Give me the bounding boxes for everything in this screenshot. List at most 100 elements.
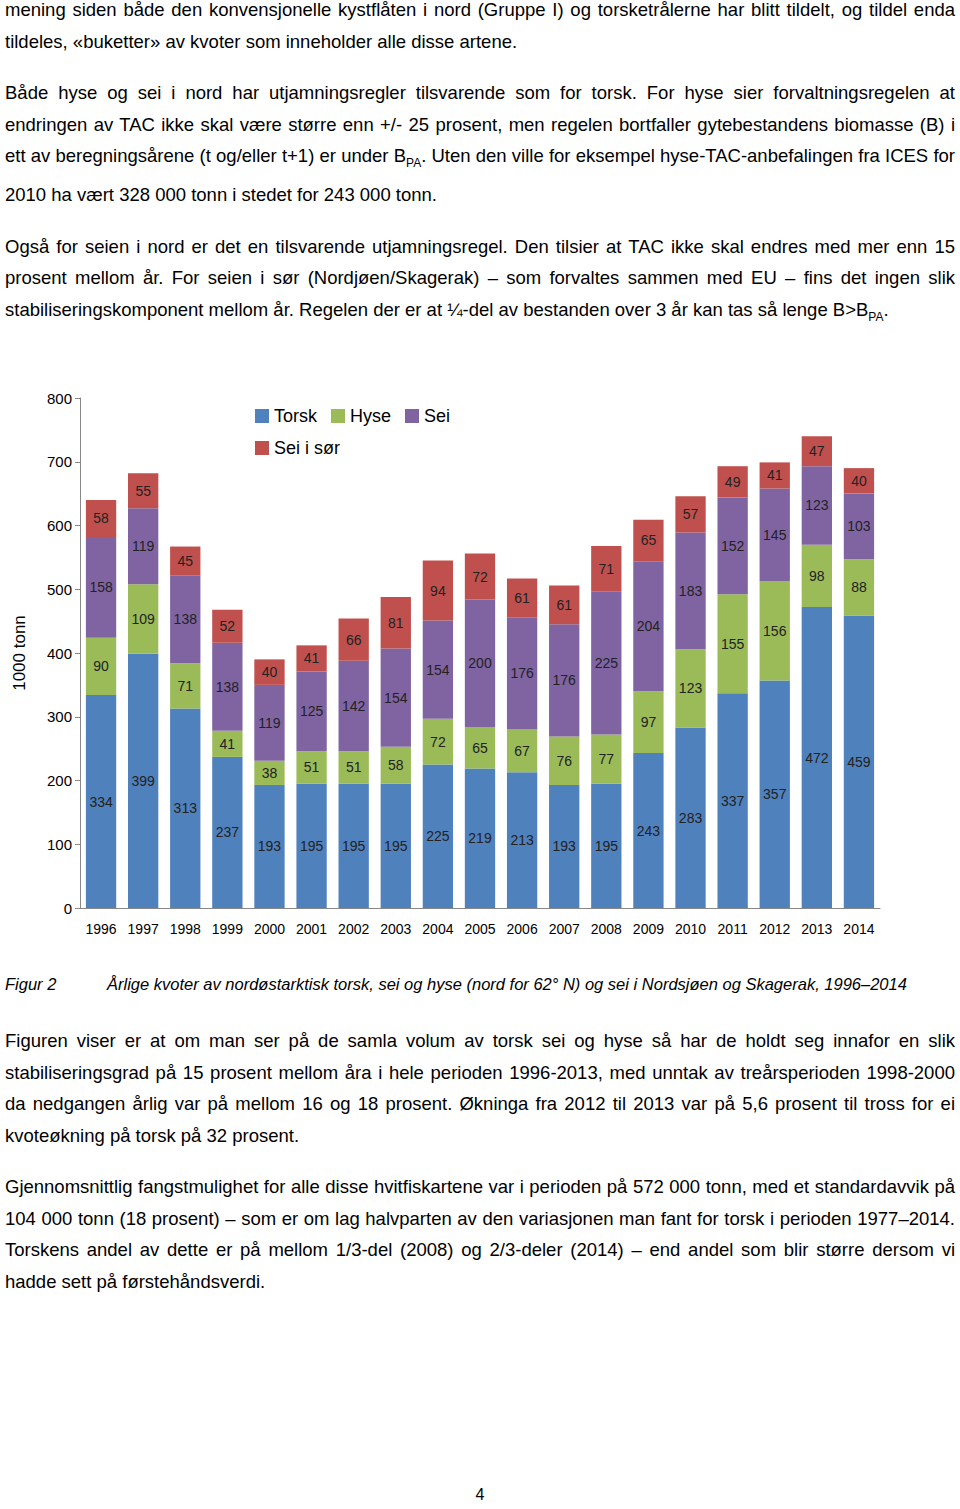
svg-text:2008: 2008 (591, 921, 622, 937)
svg-text:237: 237 (216, 824, 240, 840)
svg-text:2005: 2005 (464, 921, 495, 937)
svg-text:2000: 2000 (254, 921, 285, 937)
svg-text:Hyse: Hyse (350, 406, 391, 426)
svg-text:195: 195 (595, 838, 619, 854)
svg-text:459: 459 (847, 754, 871, 770)
svg-text:47: 47 (809, 443, 825, 459)
svg-text:38: 38 (262, 765, 278, 781)
svg-text:2010: 2010 (675, 921, 706, 937)
svg-text:109: 109 (131, 611, 155, 627)
svg-text:152: 152 (721, 538, 745, 554)
svg-text:119: 119 (258, 715, 281, 731)
svg-text:1997: 1997 (128, 921, 159, 937)
svg-text:52: 52 (220, 618, 236, 634)
svg-text:100: 100 (47, 836, 72, 853)
svg-text:51: 51 (346, 759, 362, 775)
svg-text:119: 119 (132, 538, 155, 554)
svg-text:40: 40 (262, 664, 278, 680)
svg-text:58: 58 (93, 510, 109, 526)
svg-text:72: 72 (430, 734, 446, 750)
svg-text:200: 200 (468, 655, 492, 671)
svg-text:2014: 2014 (843, 921, 874, 937)
svg-text:1998: 1998 (170, 921, 201, 937)
svg-text:156: 156 (763, 623, 787, 639)
svg-text:123: 123 (679, 680, 703, 696)
svg-text:81: 81 (388, 615, 404, 631)
svg-text:399: 399 (131, 773, 155, 789)
svg-text:58: 58 (388, 757, 404, 773)
svg-text:142: 142 (342, 698, 366, 714)
svg-text:204: 204 (637, 618, 661, 634)
svg-text:2001: 2001 (296, 921, 327, 937)
svg-text:154: 154 (426, 662, 450, 678)
svg-text:145: 145 (763, 527, 787, 543)
svg-text:97: 97 (641, 714, 657, 730)
svg-text:225: 225 (595, 655, 619, 671)
svg-text:71: 71 (177, 678, 193, 694)
svg-text:195: 195 (384, 838, 408, 854)
svg-text:2011: 2011 (718, 921, 748, 937)
svg-text:90: 90 (93, 658, 109, 674)
svg-text:138: 138 (174, 611, 198, 627)
svg-text:800: 800 (47, 390, 72, 407)
svg-text:472: 472 (805, 750, 829, 766)
svg-text:88: 88 (851, 579, 867, 595)
svg-text:2013: 2013 (801, 921, 832, 937)
svg-text:700: 700 (47, 453, 72, 470)
svg-text:154: 154 (384, 690, 408, 706)
svg-text:Sei i sør: Sei i sør (274, 438, 340, 458)
svg-text:41: 41 (767, 467, 783, 483)
svg-text:66: 66 (346, 632, 362, 648)
svg-text:Sei: Sei (424, 406, 450, 426)
svg-text:49: 49 (725, 474, 741, 490)
svg-text:71: 71 (599, 561, 615, 577)
svg-text:Torsk: Torsk (274, 406, 318, 426)
svg-text:76: 76 (556, 753, 572, 769)
svg-text:41: 41 (220, 736, 236, 752)
svg-text:200: 200 (47, 772, 72, 789)
svg-text:600: 600 (47, 517, 72, 534)
svg-text:138: 138 (216, 679, 240, 695)
svg-text:67: 67 (514, 743, 530, 759)
svg-text:61: 61 (556, 597, 572, 613)
svg-text:158: 158 (89, 579, 113, 595)
svg-text:1999: 1999 (212, 921, 243, 937)
svg-text:65: 65 (472, 740, 488, 756)
svg-text:2002: 2002 (338, 921, 369, 937)
svg-text:2003: 2003 (380, 921, 411, 937)
svg-text:57: 57 (683, 506, 699, 522)
svg-text:357: 357 (763, 786, 787, 802)
svg-text:1000 tonn: 1000 tonn (10, 615, 29, 691)
svg-text:193: 193 (553, 838, 577, 854)
svg-text:51: 51 (304, 759, 320, 775)
svg-text:283: 283 (679, 810, 703, 826)
svg-text:2007: 2007 (549, 921, 580, 937)
svg-text:2006: 2006 (507, 921, 538, 937)
svg-text:176: 176 (553, 672, 577, 688)
svg-text:1996: 1996 (85, 921, 116, 937)
svg-text:0: 0 (64, 900, 72, 917)
svg-text:334: 334 (89, 794, 113, 810)
svg-text:219: 219 (468, 830, 492, 846)
svg-text:155: 155 (721, 636, 745, 652)
svg-text:195: 195 (300, 838, 324, 854)
svg-text:103: 103 (847, 518, 871, 534)
svg-text:41: 41 (304, 650, 320, 666)
svg-text:243: 243 (637, 823, 661, 839)
svg-text:300: 300 (47, 708, 72, 725)
svg-text:213: 213 (510, 832, 534, 848)
svg-text:94: 94 (430, 583, 446, 599)
svg-text:2012: 2012 (759, 921, 790, 937)
svg-text:125: 125 (300, 703, 324, 719)
svg-text:61: 61 (514, 590, 530, 606)
svg-text:313: 313 (174, 800, 198, 816)
svg-text:123: 123 (805, 497, 829, 513)
svg-text:2009: 2009 (633, 921, 664, 937)
svg-text:400: 400 (47, 645, 72, 662)
svg-text:337: 337 (721, 793, 745, 809)
svg-text:98: 98 (809, 568, 825, 584)
svg-text:2004: 2004 (422, 921, 453, 937)
svg-text:195: 195 (342, 838, 366, 854)
svg-text:40: 40 (851, 473, 867, 489)
svg-text:72: 72 (472, 569, 488, 585)
